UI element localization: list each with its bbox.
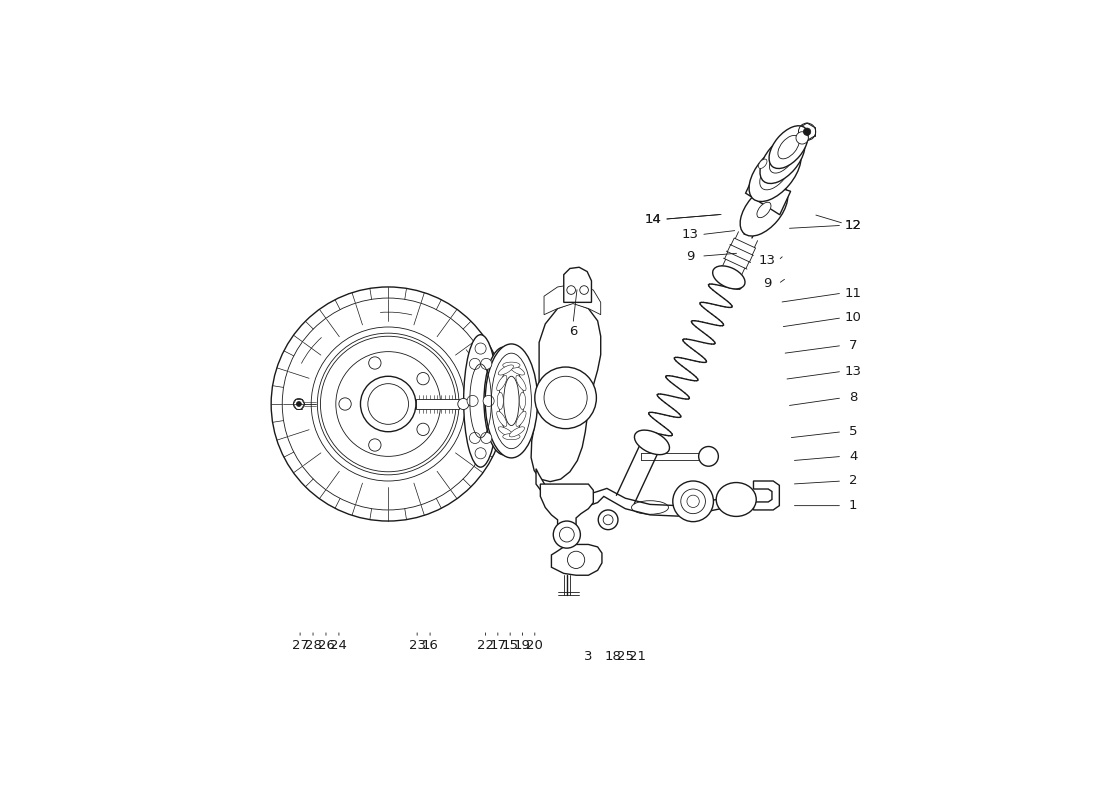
Ellipse shape — [778, 135, 800, 159]
Ellipse shape — [497, 375, 507, 390]
Ellipse shape — [503, 362, 520, 368]
Circle shape — [368, 357, 381, 369]
Text: 7: 7 — [849, 339, 858, 352]
Ellipse shape — [713, 266, 745, 289]
Circle shape — [580, 286, 588, 294]
Text: 25: 25 — [617, 650, 634, 663]
Text: 13: 13 — [682, 228, 698, 241]
Ellipse shape — [757, 202, 771, 218]
Circle shape — [470, 433, 481, 443]
Ellipse shape — [497, 392, 504, 410]
Circle shape — [535, 367, 596, 429]
Polygon shape — [544, 284, 601, 314]
Circle shape — [417, 423, 429, 435]
Circle shape — [468, 395, 478, 406]
Ellipse shape — [498, 365, 514, 375]
Bar — [416, 399, 459, 409]
Ellipse shape — [716, 482, 757, 517]
Ellipse shape — [509, 365, 525, 375]
Circle shape — [796, 132, 808, 144]
Ellipse shape — [484, 347, 524, 455]
Polygon shape — [754, 481, 779, 510]
Ellipse shape — [519, 392, 526, 410]
Polygon shape — [551, 545, 602, 575]
Text: 17: 17 — [490, 639, 506, 652]
Text: 9: 9 — [762, 278, 771, 290]
Ellipse shape — [516, 411, 526, 426]
Text: 16: 16 — [421, 639, 439, 652]
Text: 22: 22 — [477, 639, 494, 652]
Text: 10: 10 — [845, 311, 861, 324]
Ellipse shape — [498, 426, 514, 437]
Ellipse shape — [769, 145, 795, 173]
Polygon shape — [531, 302, 601, 482]
Ellipse shape — [464, 334, 497, 467]
Text: 13: 13 — [845, 365, 861, 378]
Circle shape — [417, 373, 429, 385]
Circle shape — [339, 398, 351, 410]
Ellipse shape — [740, 184, 788, 236]
Text: 12: 12 — [845, 219, 861, 232]
Ellipse shape — [509, 426, 525, 437]
Circle shape — [361, 376, 416, 432]
Circle shape — [568, 551, 585, 569]
Text: 1: 1 — [849, 499, 858, 512]
Polygon shape — [563, 267, 592, 302]
Text: 14: 14 — [645, 213, 661, 226]
Ellipse shape — [516, 375, 526, 390]
Circle shape — [483, 395, 494, 406]
Text: 13: 13 — [759, 254, 775, 267]
Circle shape — [296, 402, 301, 406]
Text: 2: 2 — [849, 474, 858, 487]
Text: 27: 27 — [292, 639, 309, 652]
Ellipse shape — [749, 145, 801, 202]
Text: 9: 9 — [685, 250, 694, 262]
Ellipse shape — [760, 156, 790, 190]
Text: 4: 4 — [849, 450, 858, 463]
Circle shape — [481, 433, 492, 443]
Text: 15: 15 — [502, 639, 519, 652]
Circle shape — [458, 398, 469, 410]
Text: 6: 6 — [569, 325, 578, 338]
Circle shape — [475, 343, 486, 354]
Text: 8: 8 — [849, 391, 858, 404]
Circle shape — [481, 358, 492, 370]
Ellipse shape — [769, 126, 808, 169]
Text: 11: 11 — [845, 286, 861, 300]
Circle shape — [475, 448, 486, 459]
Text: 21: 21 — [629, 650, 646, 663]
Text: 3: 3 — [584, 650, 593, 663]
Polygon shape — [746, 179, 791, 214]
Text: 14: 14 — [645, 213, 661, 226]
Circle shape — [368, 439, 381, 451]
Text: 18: 18 — [605, 650, 621, 663]
Text: 28: 28 — [305, 639, 321, 652]
Circle shape — [598, 510, 618, 530]
Polygon shape — [540, 484, 593, 538]
Text: 19: 19 — [514, 639, 531, 652]
Ellipse shape — [485, 344, 538, 458]
Text: 20: 20 — [527, 639, 543, 652]
Circle shape — [803, 128, 811, 135]
Circle shape — [681, 489, 705, 514]
Ellipse shape — [760, 134, 805, 183]
Ellipse shape — [503, 434, 520, 440]
Circle shape — [673, 481, 714, 522]
Circle shape — [566, 286, 575, 294]
Text: 5: 5 — [849, 426, 858, 438]
Circle shape — [470, 358, 481, 370]
Ellipse shape — [497, 411, 507, 426]
Text: 24: 24 — [330, 639, 348, 652]
Text: 23: 23 — [408, 639, 426, 652]
Ellipse shape — [635, 430, 670, 454]
Text: 12: 12 — [845, 219, 861, 232]
Ellipse shape — [758, 159, 767, 169]
Circle shape — [698, 446, 718, 466]
Polygon shape — [536, 469, 755, 516]
Text: 26: 26 — [318, 639, 334, 652]
Circle shape — [553, 521, 581, 548]
